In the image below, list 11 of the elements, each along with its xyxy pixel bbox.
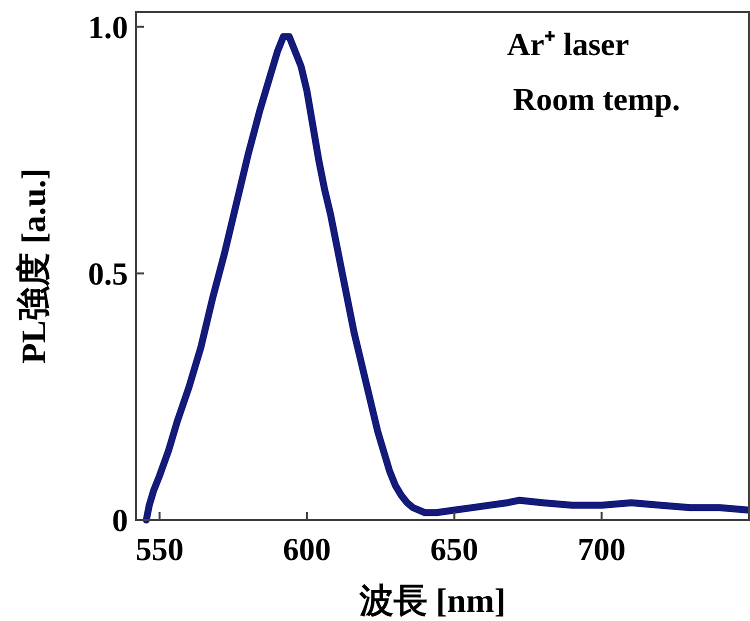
annotation: Room temp.: [513, 81, 680, 117]
x-tick-label: 600: [282, 531, 331, 567]
x-tick-label: 700: [578, 531, 626, 567]
y-axis-title: PL強度 [a.u.]: [15, 168, 53, 364]
y-tick-label: 0.5: [88, 255, 128, 292]
annotation: Ar⁺ laser: [507, 26, 630, 62]
x-axis-title: 波長 [nm]: [358, 583, 506, 620]
y-tick-label: 0: [112, 502, 128, 538]
x-tick-label: 650: [430, 531, 478, 567]
x-tick-label: 550: [136, 531, 184, 567]
y-tick-label: 1.0: [88, 8, 128, 45]
